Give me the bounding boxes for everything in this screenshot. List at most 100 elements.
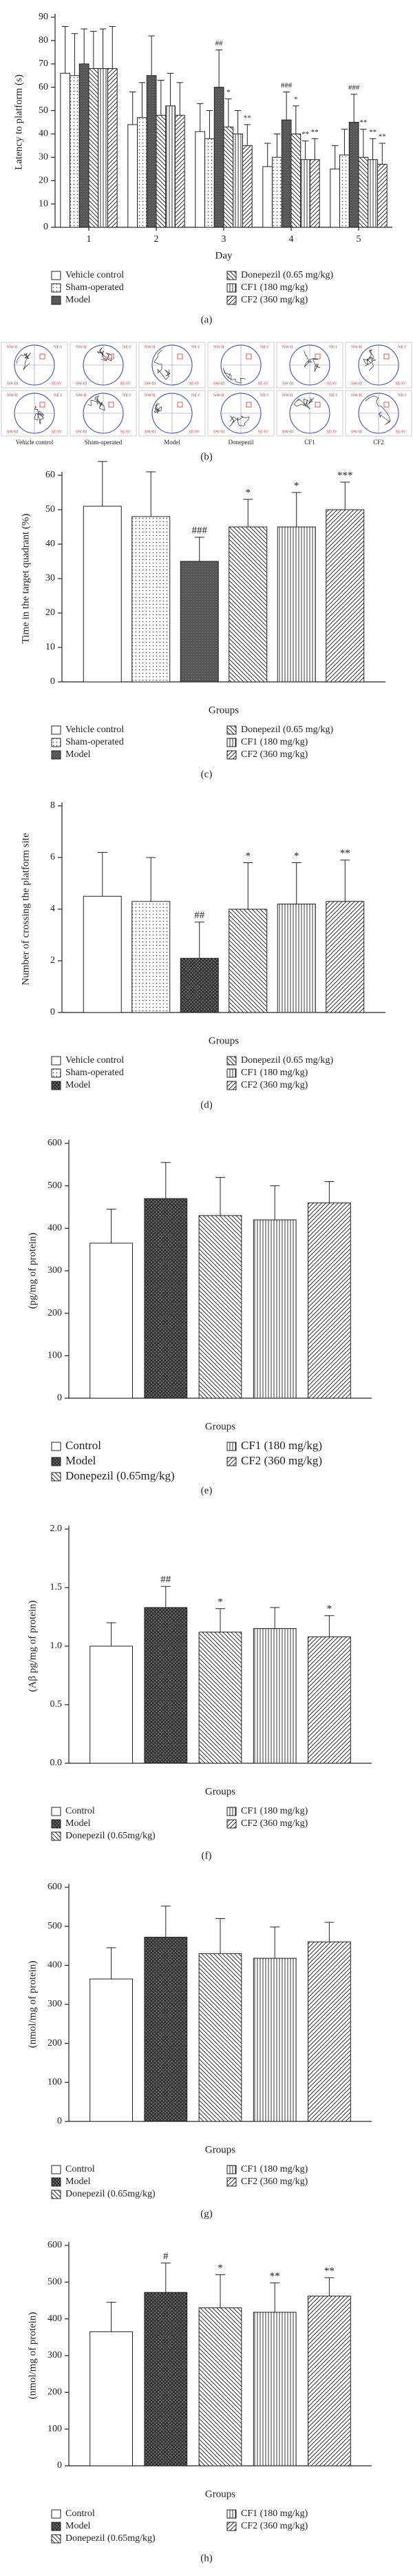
error-bar xyxy=(90,30,97,69)
y-tick-label: 400 xyxy=(47,1960,62,1971)
legend-swatch xyxy=(226,295,237,305)
error-bar xyxy=(194,537,204,561)
significance-mark: * xyxy=(246,851,251,862)
legend-label: Donepezil (0.65mg/kg) xyxy=(65,1469,175,1482)
platform xyxy=(383,402,390,408)
legend-swatch xyxy=(226,738,237,747)
error-bar xyxy=(215,1918,225,1954)
legend-swatch xyxy=(226,1819,237,1829)
legend-swatch xyxy=(51,1457,61,1466)
group-caption: Vehicle control xyxy=(16,439,54,446)
y-tick-label: 200 xyxy=(47,2038,62,2048)
y-tick-label: 0.0 xyxy=(50,1758,63,1768)
legend-swatch xyxy=(226,2509,237,2519)
legend-swatch xyxy=(51,750,61,760)
bar xyxy=(242,145,253,228)
legend-label: CF1 (180 mg/kg) xyxy=(241,1806,308,1816)
quadrant-label: NW-II xyxy=(145,393,156,397)
bar xyxy=(348,122,359,228)
legend-label: Donepezil (0.65mg/kg) xyxy=(65,2189,156,2199)
legend-swatch xyxy=(51,1831,61,1841)
significance-mark: * xyxy=(218,2263,223,2274)
legend-swatch xyxy=(51,2190,61,2199)
bar xyxy=(326,901,365,1013)
significance-mark: ## xyxy=(194,910,205,921)
quadrant-label: NW-II xyxy=(213,393,224,397)
significance-mark: ** xyxy=(301,130,309,138)
swim-path xyxy=(96,347,112,362)
quadrant-label: SE-IV xyxy=(396,382,407,386)
error-bar xyxy=(379,143,386,165)
significance-mark: * xyxy=(294,95,298,103)
legend-label: Model xyxy=(65,1454,96,1467)
bar xyxy=(223,126,234,228)
panel-label: (b) xyxy=(200,451,213,462)
y-tick-label: 60 xyxy=(39,82,48,92)
bar xyxy=(281,119,292,228)
bar xyxy=(300,159,310,228)
quadrant-label: NW-II xyxy=(7,345,18,349)
y-tick-label: 200 xyxy=(47,2387,62,2398)
quadrant-label: NW-II xyxy=(145,345,156,349)
quadrant-label: SW-III xyxy=(76,382,87,386)
legend-label: Model xyxy=(65,749,91,760)
legend-label: CF1 (180 mg/kg) xyxy=(241,2164,308,2174)
error-bar xyxy=(360,129,367,158)
bar xyxy=(229,526,268,683)
significance-mark: * xyxy=(226,88,231,96)
legend-swatch xyxy=(51,1807,61,1816)
error-bar xyxy=(146,471,156,517)
y-tick-label: 1.0 xyxy=(50,1641,63,1651)
quadrant-lines xyxy=(221,393,261,433)
platform xyxy=(315,353,321,360)
quadrant-lines xyxy=(14,393,54,433)
error-bar xyxy=(234,110,242,134)
legend-swatch xyxy=(51,1056,61,1066)
y-tick-label: 10 xyxy=(39,198,48,209)
quadrant-label: SW-III xyxy=(351,430,363,434)
x-tick-label: 3 xyxy=(222,234,226,245)
bar xyxy=(326,509,365,683)
bar xyxy=(127,124,138,228)
quadrant-lines xyxy=(152,393,192,433)
y-tick-label: 8 xyxy=(50,800,55,811)
quadrant-label: NE-I xyxy=(398,345,406,349)
y-tick-label: 500 xyxy=(47,1181,62,1191)
quadrant-label: NE-I xyxy=(329,393,337,397)
error-bar xyxy=(311,138,319,160)
quadrant-label: SE-IV xyxy=(258,382,269,386)
significance-mark: ## xyxy=(215,39,224,48)
legend-label: Control xyxy=(65,2509,95,2519)
bar xyxy=(98,68,108,228)
swim-path xyxy=(153,403,162,414)
y-tick-label: 300 xyxy=(47,1265,62,1276)
quadrant-label: NE-I xyxy=(123,393,131,397)
quadrant-lines xyxy=(290,393,330,433)
bar xyxy=(213,87,224,228)
legend-label: CF2 (360 mg/kg) xyxy=(241,2177,308,2187)
quadrant-label: NE-I xyxy=(123,345,131,349)
y-tick-label: 0 xyxy=(43,222,48,232)
y-tick-label: 2 xyxy=(50,955,55,966)
y-tick-label: 200 xyxy=(47,1308,62,1318)
legend-label: Donepezil (0.65 mg/kg) xyxy=(241,1055,333,1066)
error-bar xyxy=(148,35,155,76)
quadrant-label: NE-I xyxy=(398,393,406,397)
x-axis-title: Groups xyxy=(205,2144,235,2155)
y-tick-label: 70 xyxy=(39,59,48,69)
y-tick-label: 500 xyxy=(47,1921,62,1931)
y-tick-label: 50 xyxy=(45,504,55,515)
bar xyxy=(89,1645,133,1764)
bar xyxy=(272,156,282,228)
bar xyxy=(233,133,243,228)
legend-label: Control xyxy=(65,2164,95,2174)
legend-label: CF2 (360 mg/kg) xyxy=(241,1818,308,1829)
legend-swatch xyxy=(226,1442,237,1451)
legend-label: CF1 (180 mg/kg) xyxy=(241,1068,308,1078)
quadrant-label: SE-IV xyxy=(189,382,200,386)
legend-label: Model xyxy=(65,2521,91,2531)
x-axis-title: Groups xyxy=(205,1786,235,1797)
platform xyxy=(177,353,183,360)
